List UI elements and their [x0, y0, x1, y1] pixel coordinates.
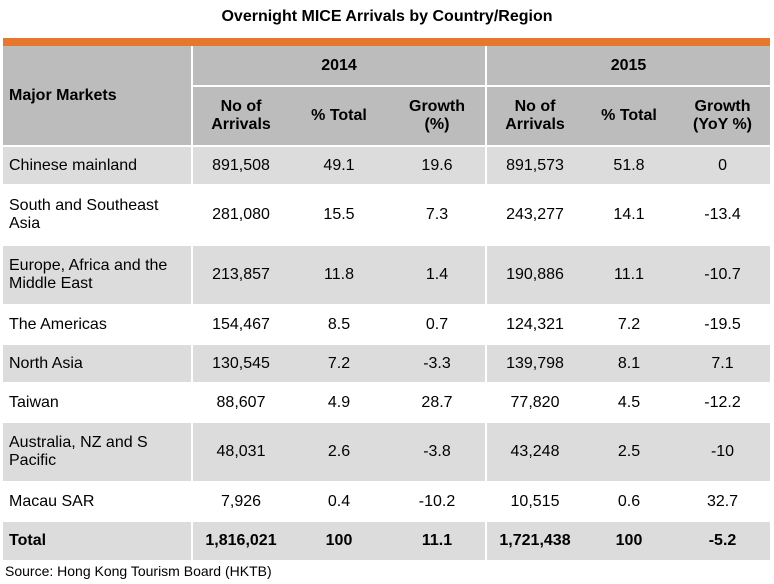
- cell: 15.5: [289, 185, 389, 246]
- cell: -10.7: [675, 245, 771, 306]
- header-2014-growth: Growth (%): [389, 86, 487, 147]
- cell: 77,820: [486, 383, 583, 423]
- total-row: Total 1,816,021 100 11.1 1,721,438 100 -…: [3, 520, 771, 562]
- cell: 281,080: [192, 185, 289, 246]
- cell: 243,277: [486, 185, 583, 246]
- cell: 1,721,438: [486, 520, 583, 562]
- cell: 7,926: [192, 482, 289, 522]
- table-row: Europe, Africa and the Middle East 213,85…: [3, 245, 771, 306]
- table-row: North Asia 130,545 7.2 -3.3 139,798 8.1 7.1: [3, 344, 771, 384]
- cell: 891,573: [486, 146, 583, 186]
- cell: 0.7: [389, 305, 487, 345]
- header-2015-total: % Total: [583, 86, 675, 147]
- cell: 213,857: [192, 245, 289, 306]
- cell: 154,467: [192, 305, 289, 345]
- header-2014-arrivals: No of Arrivals: [192, 86, 289, 147]
- header-year-2015: 2015: [486, 46, 771, 87]
- market-name: North Asia: [3, 344, 193, 384]
- cell: 43,248: [486, 422, 583, 483]
- market-name: Macau SAR: [3, 482, 193, 522]
- header-year-2014: 2014: [192, 46, 487, 87]
- table-row: The Americas 154,467 8.5 0.7 124,321 7.2 -19.5: [3, 305, 771, 345]
- cell: 100: [583, 520, 675, 562]
- market-name: Taiwan: [3, 383, 193, 423]
- cell: 124,321: [486, 305, 583, 345]
- market-name: South and Southeast Asia: [3, 185, 193, 246]
- cell: -19.5: [675, 305, 771, 345]
- cell: 32.7: [675, 482, 771, 522]
- cell: -13.4: [675, 185, 771, 246]
- cell: -3.8: [389, 422, 487, 483]
- cell: 19.6: [389, 146, 487, 186]
- cell: 11.1: [389, 520, 487, 562]
- cell: 51.8: [583, 146, 675, 186]
- table-row: Australia, NZ and S Pacific 48,031 2.6 -3.8…: [3, 422, 771, 483]
- cell: 1.4: [389, 245, 487, 306]
- cell: 48,031: [192, 422, 289, 483]
- cell: -3.3: [389, 344, 487, 384]
- cell: 4.5: [583, 383, 675, 423]
- market-name: Australia, NZ and S Pacific: [3, 422, 193, 483]
- cell: -5.2: [675, 520, 771, 562]
- cell: 10,515: [486, 482, 583, 522]
- cell: 11.8: [289, 245, 389, 306]
- cell: 2.6: [289, 422, 389, 483]
- header-2014-total: % Total: [289, 86, 389, 147]
- cell: 7.2: [289, 344, 389, 384]
- cell: 7.3: [389, 185, 487, 246]
- source-note: Source: Hong Kong Tourism Board (HKTB): [5, 563, 272, 579]
- cell: 100: [289, 520, 389, 562]
- cell: -12.2: [675, 383, 771, 423]
- cell: 7.2: [583, 305, 675, 345]
- cell: 0.6: [583, 482, 675, 522]
- cell: 7.1: [675, 344, 771, 384]
- cell: 8.1: [583, 344, 675, 384]
- cell: 190,886: [486, 245, 583, 306]
- cell: 1,816,021: [192, 520, 289, 562]
- table-title: Overnight MICE Arrivals by Country/Regio…: [221, 8, 553, 25]
- header-2015-arrivals: No of Arrivals: [486, 86, 583, 147]
- cell: 11.1: [583, 245, 675, 306]
- total-label: Total: [3, 520, 193, 562]
- table-row: Taiwan 88,607 4.9 28.7 77,820 4.5 -12.2: [3, 383, 771, 423]
- cell: 28.7: [389, 383, 487, 423]
- market-name: Europe, Africa and the Middle East: [3, 245, 193, 306]
- cell: 14.1: [583, 185, 675, 246]
- cell: 49.1: [289, 146, 389, 186]
- cell: 2.5: [583, 422, 675, 483]
- table-row: South and Southeast Asia 281,080 15.5 7.3 24…: [3, 185, 771, 246]
- cell: 4.9: [289, 383, 389, 423]
- cell: 130,545: [192, 344, 289, 384]
- arrivals-table: Major Markets 2014 2015 No of Arrivals %…: [3, 46, 771, 562]
- cell: 0: [675, 146, 771, 186]
- cell: 0.4: [289, 482, 389, 522]
- accent-bar: [3, 38, 770, 46]
- header-2015-growth: Growth (YoY %): [675, 86, 771, 147]
- header-major-markets: Major Markets: [3, 46, 193, 147]
- table-row: Macau SAR 7,926 0.4 -10.2 10,515 0.6 32.7: [3, 482, 771, 522]
- market-name: The Americas: [3, 305, 193, 345]
- cell: 139,798: [486, 344, 583, 384]
- cell: -10.2: [389, 482, 487, 522]
- table-row: Chinese mainland 891,508 49.1 19.6 891,573 51…: [3, 146, 771, 186]
- cell: 88,607: [192, 383, 289, 423]
- cell: 891,508: [192, 146, 289, 186]
- market-name: Chinese mainland: [3, 146, 193, 186]
- cell: -10: [675, 422, 771, 483]
- cell: 8.5: [289, 305, 389, 345]
